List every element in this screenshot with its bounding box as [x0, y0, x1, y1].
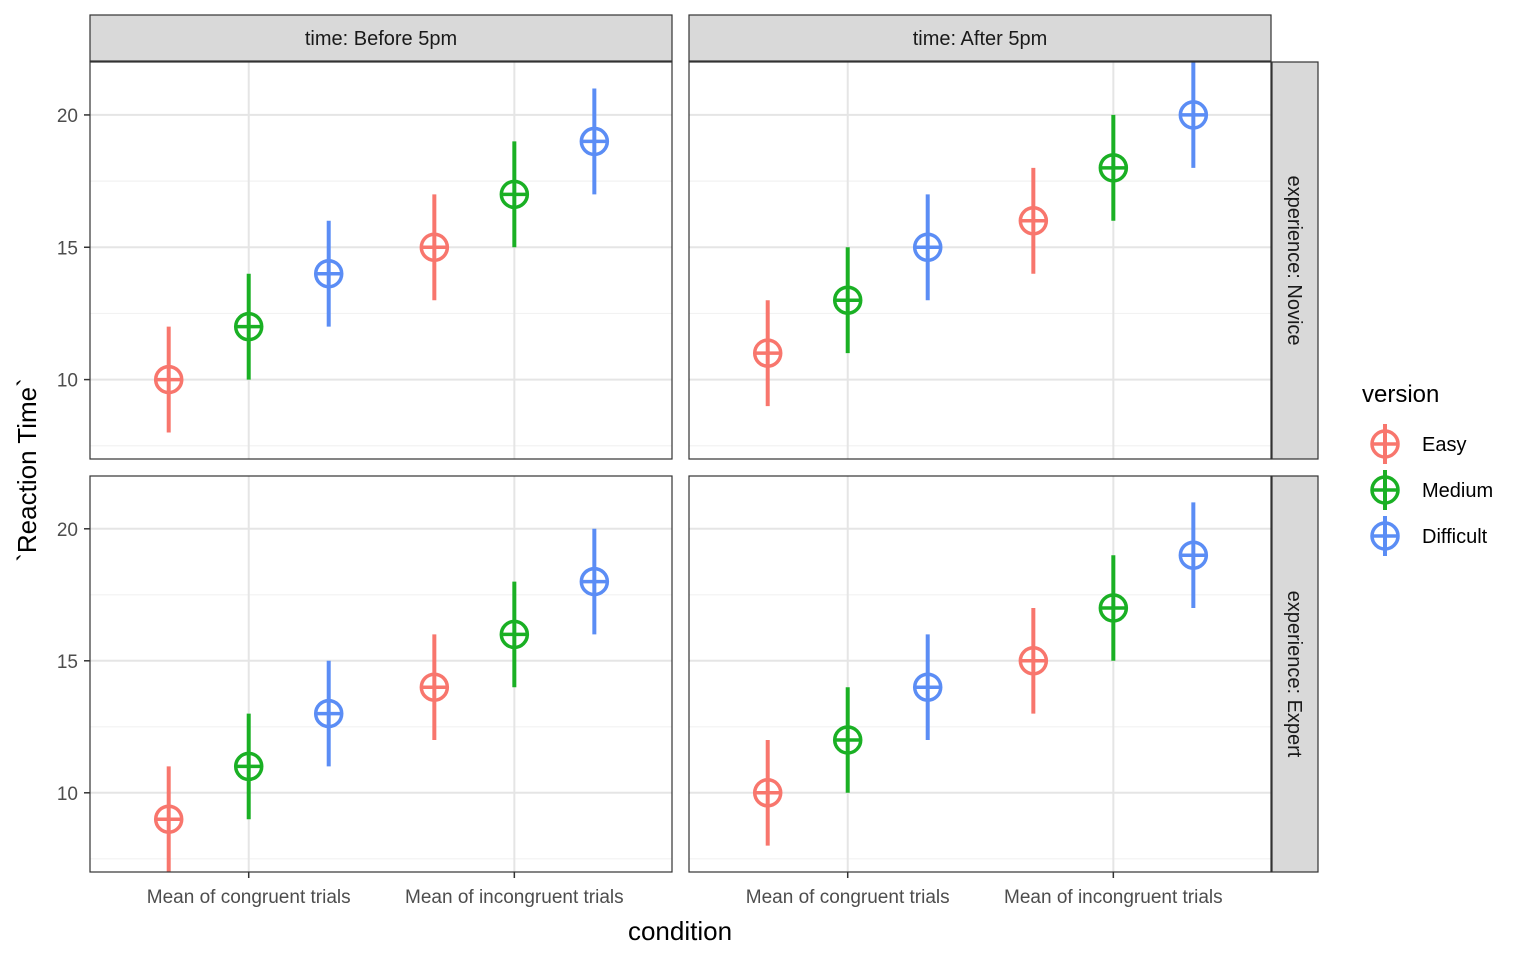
pointrange-easy	[1018, 167, 1049, 274]
pointrange-difficult	[1178, 62, 1209, 168]
y-tick-label: 15	[57, 238, 78, 259]
legend-label: Medium	[1422, 480, 1493, 502]
pointrange-medium	[233, 713, 264, 820]
top-strip-2: time: After 5pm	[688, 14, 1272, 62]
strip-label: time: Before 5pm	[305, 28, 457, 50]
pointrange-medium	[1098, 555, 1129, 661]
pointrange-medium	[832, 687, 863, 793]
panel-2	[688, 61, 1272, 460]
y-tick-label: 10	[57, 784, 78, 805]
strip-background	[1271, 61, 1319, 460]
pointrange-easy	[1018, 608, 1049, 714]
facet-strips: time: Before 5pm time: After 5pm experienc…	[89, 14, 1319, 873]
panels-layer	[89, 61, 1272, 873]
right-strip-1: experience: Novice	[1271, 61, 1319, 460]
y-tick-label: 15	[57, 652, 78, 673]
x-tick-label: Mean of congruent trials	[746, 887, 950, 908]
strip-background	[688, 14, 1272, 62]
strip-label: time: After 5pm	[913, 28, 1048, 50]
legend-title: version	[1362, 381, 1439, 408]
pointrange-medium	[233, 273, 264, 380]
top-strip-1: time: Before 5pm	[89, 14, 673, 62]
strip-background	[89, 14, 673, 62]
right-strip-2: experience: Expert	[1271, 475, 1319, 873]
pointrange-easy	[752, 300, 783, 407]
pointrange-easy	[153, 326, 184, 433]
pointrange-medium	[499, 581, 530, 688]
legend-item-difficult: Difficult	[1370, 516, 1488, 556]
x-tick-label: Mean of incongruent trials	[1004, 887, 1223, 908]
pointrange-medium	[499, 141, 530, 248]
pointrange-easy	[419, 194, 450, 301]
pointrange-difficult	[1178, 502, 1209, 608]
panel-border	[688, 61, 1272, 460]
legend-label: Easy	[1422, 434, 1466, 456]
pointrange-difficult	[313, 660, 344, 767]
y-tick-label: 20	[57, 520, 78, 541]
strip-label: experience: Novice	[1283, 175, 1305, 345]
y-tick-label: 10	[57, 371, 78, 392]
panel-4	[688, 475, 1272, 873]
y-axis-title: `Reaction Time`	[12, 378, 42, 562]
panel-border	[688, 475, 1272, 873]
pointrange-easy	[153, 766, 184, 872]
panel-border	[89, 61, 673, 460]
x-tick-label: Mean of congruent trials	[147, 887, 351, 908]
pointrange-difficult	[579, 528, 610, 635]
x-axis-title: condition	[628, 916, 732, 946]
pointrange-easy	[419, 634, 450, 740]
pointrange-difficult	[912, 194, 943, 301]
pointrange-easy	[752, 740, 783, 846]
panel-3	[89, 475, 673, 873]
legend-item-medium: Medium	[1370, 470, 1493, 510]
strip-label: experience: Expert	[1283, 591, 1305, 758]
axes: 10 15 20 10 15 20 Mean of congruent trials Mean…	[57, 106, 1223, 908]
legend-label: Difficult	[1422, 526, 1488, 548]
y-tick-label: 20	[57, 106, 78, 127]
pointrange-difficult	[912, 634, 943, 740]
pointrange-medium	[832, 247, 863, 354]
panel-1	[89, 61, 673, 460]
panel-border	[89, 475, 673, 873]
legend-item-easy: Easy	[1370, 424, 1466, 464]
pointrange-difficult	[313, 220, 344, 327]
strip-background	[1271, 475, 1319, 873]
x-tick-label: Mean of incongruent trials	[405, 887, 624, 908]
legend: version Easy Medium Difficult	[1362, 381, 1493, 556]
pointrange-medium	[1098, 114, 1129, 221]
pointrange-difficult	[579, 88, 610, 195]
